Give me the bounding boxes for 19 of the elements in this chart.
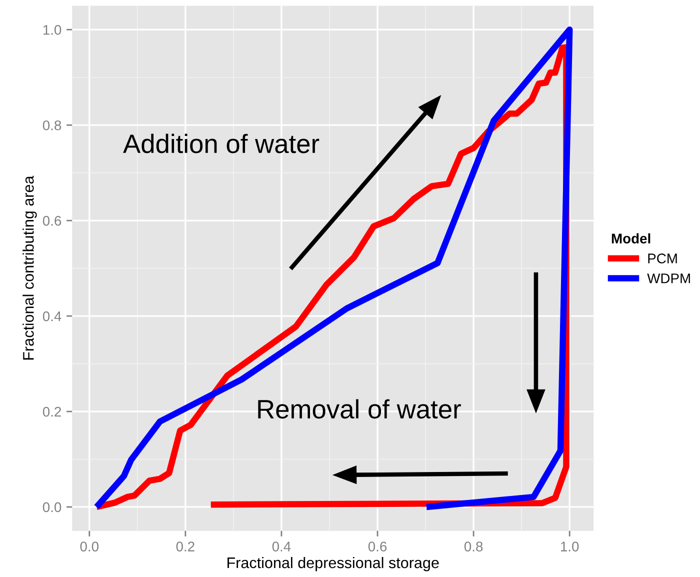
x-axis-title: Fractional depressional storage <box>228 556 439 572</box>
annotation: Addition of water <box>123 134 320 154</box>
annotation: Removal of water <box>258 399 461 419</box>
x-tick-label: 0.4 <box>272 542 291 552</box>
legend-label: WDPM <box>647 274 690 284</box>
x-tick-label: 0.0 <box>80 542 98 552</box>
x-tick-label: 0.2 <box>176 542 194 552</box>
y-tick-label: 0.2 <box>42 406 61 417</box>
y-tick-label: 0.8 <box>42 120 62 130</box>
legend-label: PCM <box>648 254 677 264</box>
legend-title: Model <box>612 233 650 244</box>
x-tick-label: 0.8 <box>464 542 483 552</box>
y-tick-label: 0.4 <box>42 311 62 322</box>
y-tick-label: 1.0 <box>43 24 62 35</box>
y-axis-title: Fractional contributing area <box>22 176 37 360</box>
y-tick-label: 0.0 <box>42 502 62 512</box>
y-tick-label: 0.6 <box>42 216 62 226</box>
x-tick-label: 0.6 <box>368 542 387 552</box>
x-tick-label: 1.0 <box>560 542 579 552</box>
